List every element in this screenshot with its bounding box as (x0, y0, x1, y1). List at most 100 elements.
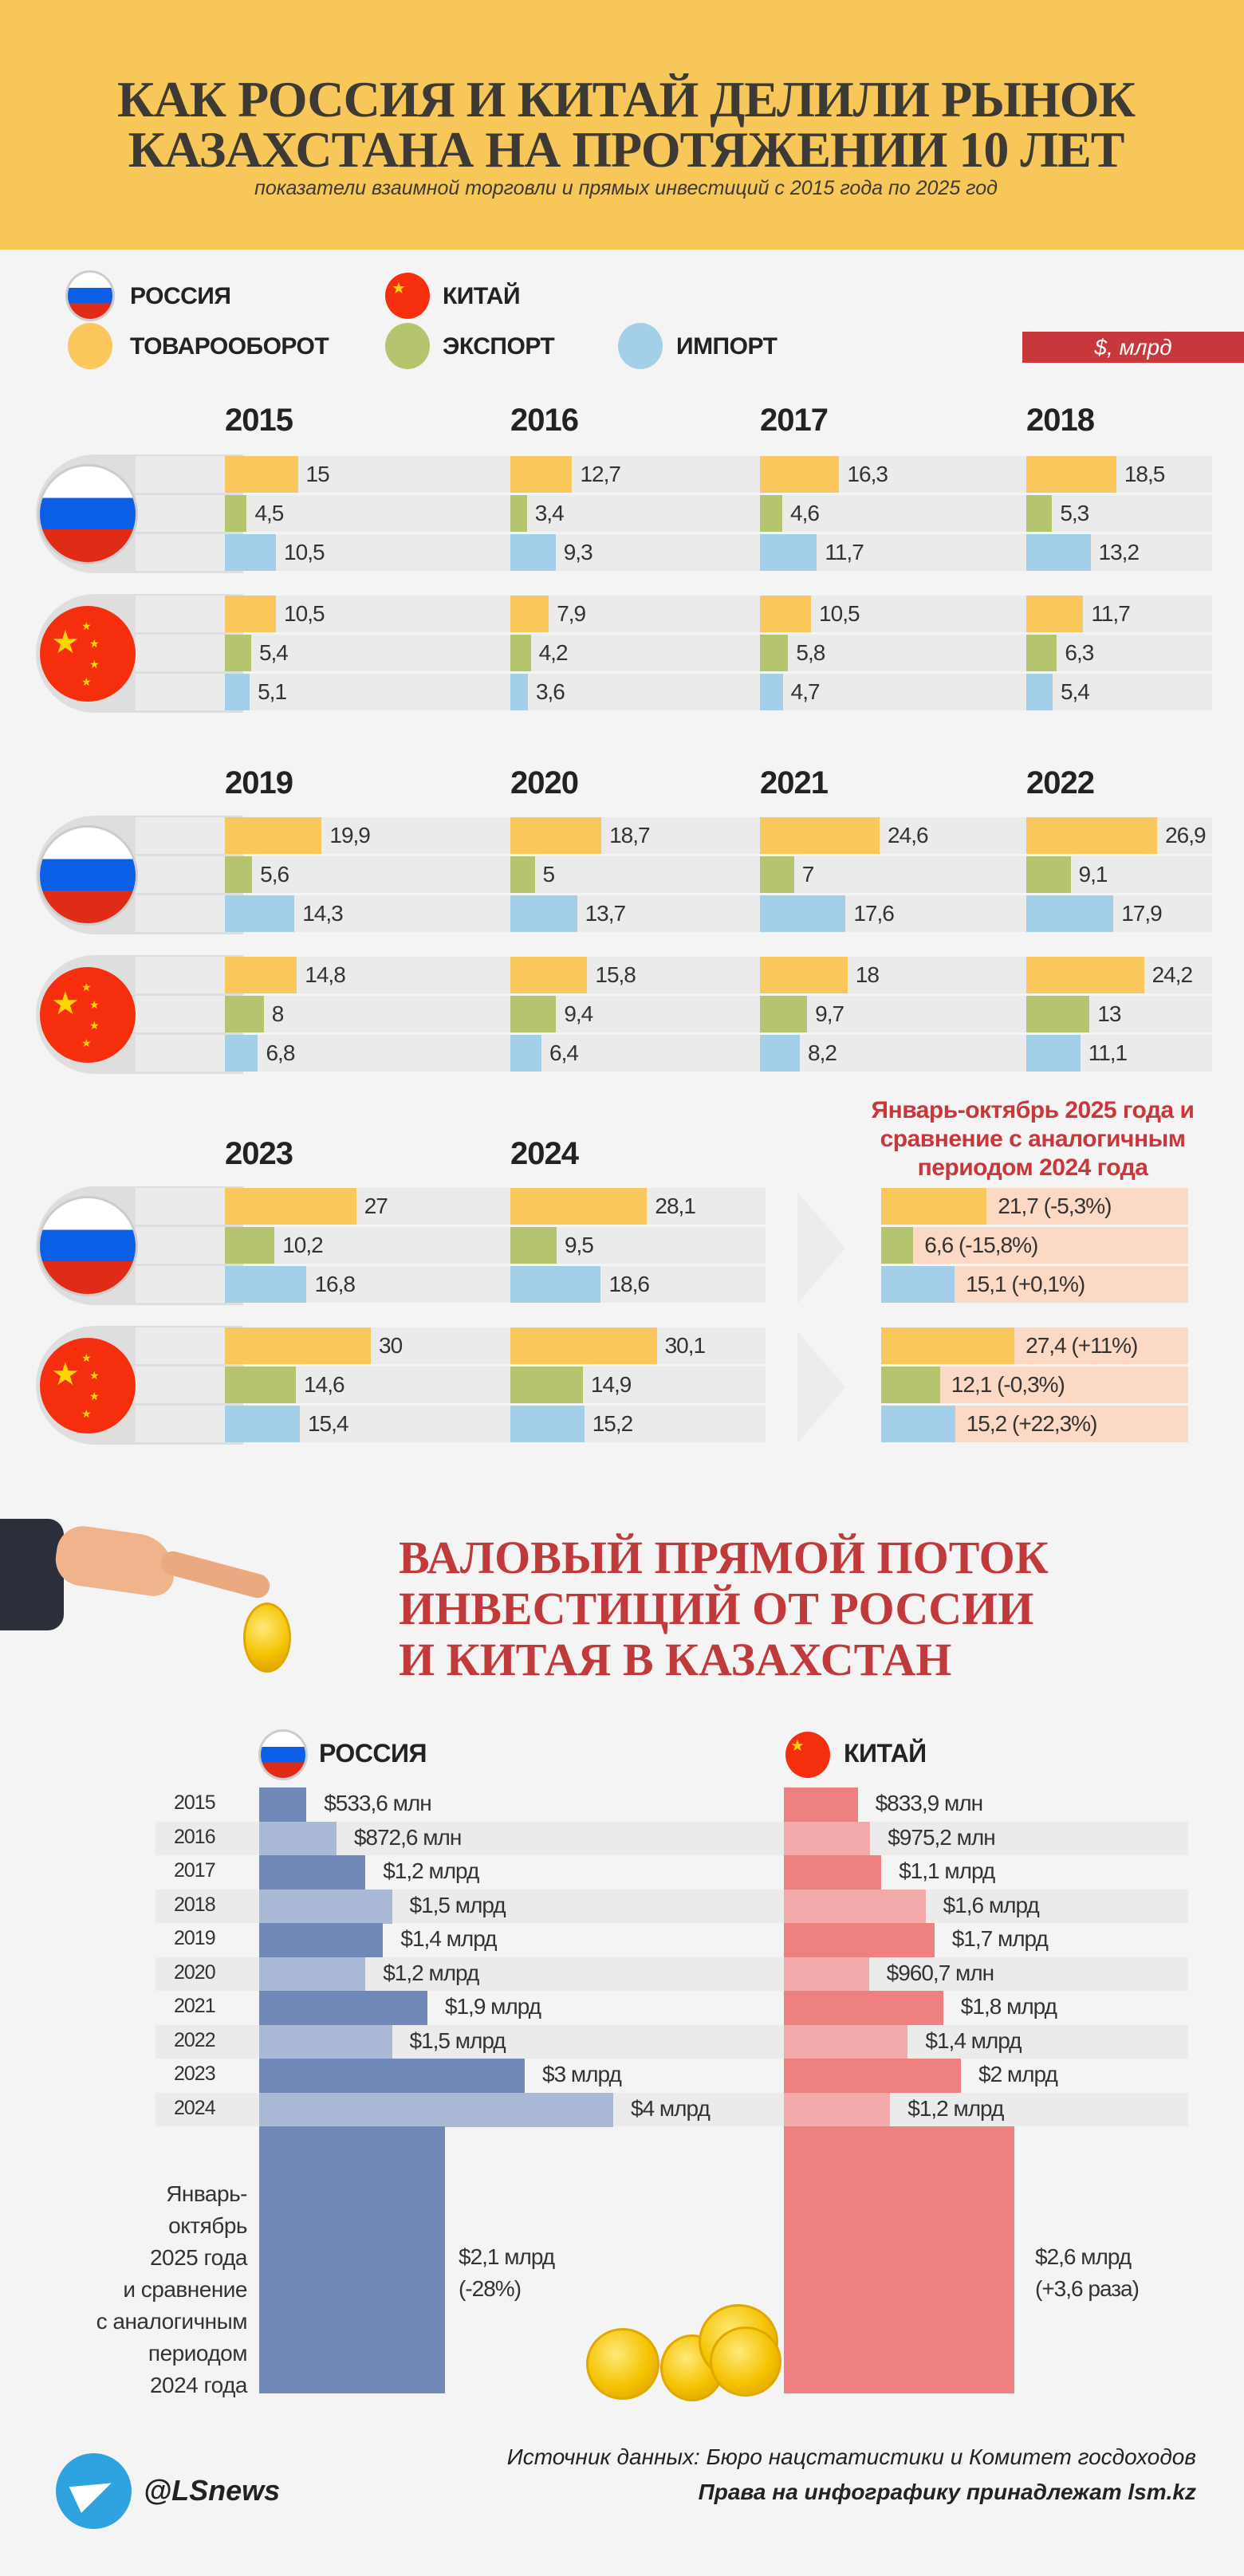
note-line: 2025 года (149, 2245, 248, 2270)
year-label: 2019 (174, 1927, 216, 1949)
coin-icon (243, 1603, 291, 1673)
china-investment-value: $1,7 млрд (951, 1926, 1049, 1951)
china-flag-icon: ★ ★ ★ ★ ★ (40, 606, 136, 702)
china-investment-bar (784, 2024, 908, 2059)
russia-investment-bar (259, 1821, 337, 1856)
russia-turnover-value: 27 (364, 1194, 388, 1218)
export-swatch-icon (385, 323, 430, 369)
china-export-bar (510, 635, 531, 671)
russia-export-value: 7 (801, 862, 815, 887)
year-label: 2020 (510, 765, 579, 800)
china-investment-value: $833,9 млн (875, 1791, 983, 1815)
russia-2025-change: (-28%) (459, 2276, 522, 2301)
china-turnover-bar (225, 596, 277, 632)
china-import-value: 15,2 (592, 1411, 633, 1436)
year-label: 2022 (1026, 765, 1095, 800)
data-source: Источник данных: Бюро нацстатистики и Ко… (506, 2444, 1196, 2469)
russia-import-value: 9,3 (563, 540, 593, 564)
china-import-value: 6,8 (266, 1040, 295, 1065)
china-export-value: 8 (271, 1001, 285, 1026)
year-label: 2024 (510, 1136, 579, 1171)
year-label: 2022 (174, 2028, 216, 2051)
title-line-2: КАЗАХСТАНА НА ПРОТЯЖЕНИИ 10 ЛЕТ (128, 121, 1125, 178)
china-import-value: 11,1 (1088, 1040, 1128, 1065)
telegram-handle[interactable]: @LSnews (144, 2474, 281, 2507)
legend-import: ИМПОРТ (676, 333, 778, 360)
year-label: 2019 (225, 765, 293, 800)
russia-turnover-bar (760, 817, 880, 854)
unit-badge: $, млрд (1022, 332, 1244, 363)
china-investment-bar (784, 1889, 926, 1924)
russia-turnover-bar (760, 456, 840, 493)
china-2025-bar (881, 1367, 940, 1403)
china-investment-value: $1,4 млрд (925, 2027, 1022, 2053)
russia-export-value: 4,5 (254, 501, 284, 525)
russia-2025-bar (881, 1188, 987, 1225)
russia-turnover-bar (1026, 456, 1116, 493)
china-import-bar (225, 1406, 300, 1442)
ytd-2025-heading: Январь-октябрь 2025 года и сравнение с а… (871, 1097, 1195, 1181)
russia-investment-value: $3 млрд (542, 2062, 622, 2086)
russia-turnover-value: 18,7 (609, 823, 650, 848)
russia-investment-bar (259, 1855, 366, 1890)
russia-export-bar (225, 1227, 275, 1264)
russia-investment-value: $1,2 млрд (383, 1858, 479, 1883)
china-investment-bar (784, 1787, 858, 1822)
turnover-swatch-icon (68, 323, 112, 369)
russia-flag-icon (40, 828, 136, 923)
russia-turnover-bar (225, 1188, 356, 1225)
china-export-value: 9,7 (815, 1001, 844, 1026)
china-export-value: 6,3 (1065, 640, 1094, 665)
legend-china: КИТАЙ (443, 283, 521, 309)
year-label: 2021 (760, 765, 829, 800)
china-turnover-value: 30 (379, 1333, 403, 1358)
russia-export-value: 10,2 (282, 1233, 323, 1257)
year-label: 2016 (510, 403, 579, 438)
china-flag-icon: ★ (785, 1732, 830, 1778)
china-2025-value: 27,4 (+11%) (1026, 1333, 1138, 1358)
russia-export-bar (760, 856, 794, 893)
china-export-bar (225, 1367, 297, 1403)
china-investment-bar (784, 1957, 869, 1992)
year-label: 2023 (225, 1136, 293, 1171)
investment-russia-label: РОССИЯ (319, 1739, 427, 1768)
china-turnover-bar (1026, 957, 1144, 993)
russia-turnover-bar (510, 817, 602, 854)
russia-turnover-bar (1026, 817, 1158, 854)
russia-investment-bar (259, 2059, 525, 2093)
russia-investment-bar (259, 1889, 392, 1924)
china-investment-value: $1,1 млрд (899, 1858, 995, 1883)
russia-export-value: 9,1 (1078, 862, 1108, 887)
year-label: 2017 (174, 1859, 216, 1882)
russia-investment-bar (259, 2024, 392, 2059)
china-2025-bar (881, 1406, 955, 1442)
copyright: Права на инфографику принадлежат lsm.kz (698, 2480, 1196, 2504)
year-label: 2016 (174, 1825, 216, 1848)
russia-2025-investment-bar (259, 2126, 446, 2393)
china-export-value: 14,9 (590, 1372, 632, 1397)
china-turnover-bar (225, 1327, 371, 1364)
china-flag-icon: ★ (385, 273, 430, 319)
investment-title-line: ИНВЕСТИЦИЙ ОТ РОССИИ (399, 1583, 1034, 1634)
china-export-value: 14,6 (304, 1372, 344, 1397)
russia-import-bar (760, 534, 817, 571)
russia-import-bar (1026, 534, 1091, 571)
russia-investment-value: $533,6 млн (324, 1791, 431, 1815)
china-import-bar (760, 1035, 801, 1072)
russia-export-bar (1026, 856, 1071, 893)
russia-2025-value: 21,7 (-5,3%) (998, 1194, 1112, 1218)
china-2025-value: 15,2 (+22,3%) (966, 1411, 1098, 1436)
china-export-bar (1026, 635, 1057, 671)
russia-import-bar (225, 895, 295, 932)
russia-2025-value: 15,1 (+0,1%) (966, 1272, 1085, 1296)
telegram-icon[interactable] (56, 2453, 132, 2529)
investment-title-line: И КИТАЯ В КАЗАХСТАН (399, 1634, 952, 1685)
russia-import-bar (510, 1266, 601, 1303)
russia-investment-bar (259, 1957, 366, 1992)
china-export-bar (510, 1367, 583, 1403)
russia-export-value: 9,5 (564, 1233, 594, 1257)
russia-investment-value: $1,5 млрд (409, 2027, 506, 2053)
china-turnover-value: 18 (855, 962, 880, 987)
investment-title: ВАЛОВЫЙ ПРЯМОЙ ПОТОК ИНВЕСТИЦИЙ ОТ РОССИ… (399, 1532, 1049, 1685)
china-investment-value: $1,2 млрд (907, 2095, 1004, 2121)
